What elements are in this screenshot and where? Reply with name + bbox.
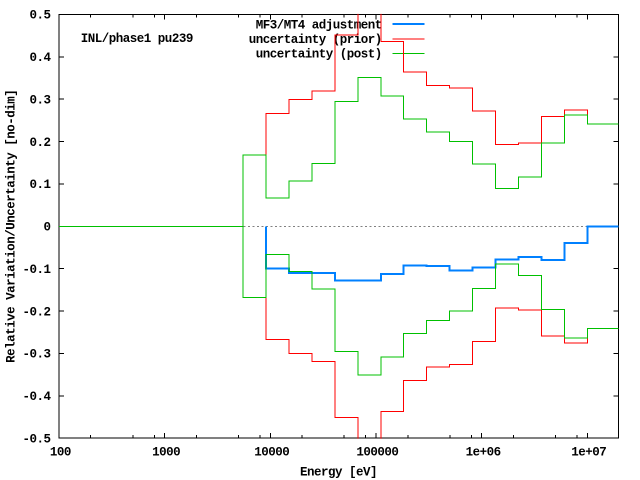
svg-text:0.2: 0.2 (29, 136, 50, 150)
svg-text:uncertainty (post): uncertainty (post) (256, 48, 382, 62)
svg-text:1e+06: 1e+06 (466, 446, 501, 460)
svg-text:100000: 100000 (356, 446, 398, 460)
svg-text:0.3: 0.3 (29, 94, 50, 108)
svg-text:-0.2: -0.2 (22, 305, 50, 319)
svg-text:1000: 1000 (152, 446, 180, 460)
svg-text:INL/phase1 pu239: INL/phase1 pu239 (81, 32, 193, 46)
svg-text:-0.5: -0.5 (22, 433, 50, 447)
svg-text:MF3/MT4 adjustment: MF3/MT4 adjustment (256, 19, 382, 33)
svg-text:-0.1: -0.1 (22, 263, 50, 277)
svg-text:0.4: 0.4 (29, 51, 51, 65)
svg-text:0.5: 0.5 (29, 9, 50, 23)
svg-text:-0.4: -0.4 (22, 390, 51, 404)
svg-text:0.1: 0.1 (29, 178, 50, 192)
svg-text:10000: 10000 (254, 446, 289, 460)
svg-text:uncertainty (prior): uncertainty (prior) (249, 33, 382, 47)
svg-text:0: 0 (43, 221, 50, 235)
svg-text:100: 100 (50, 446, 71, 460)
svg-text:1e+07: 1e+07 (571, 446, 606, 460)
svg-text:Relative Variation/Uncertainty: Relative Variation/Uncertainty [no-dim] (5, 90, 19, 363)
svg-text:Energy [eV]: Energy [eV] (300, 465, 377, 479)
svg-text:-0.3: -0.3 (22, 348, 50, 362)
